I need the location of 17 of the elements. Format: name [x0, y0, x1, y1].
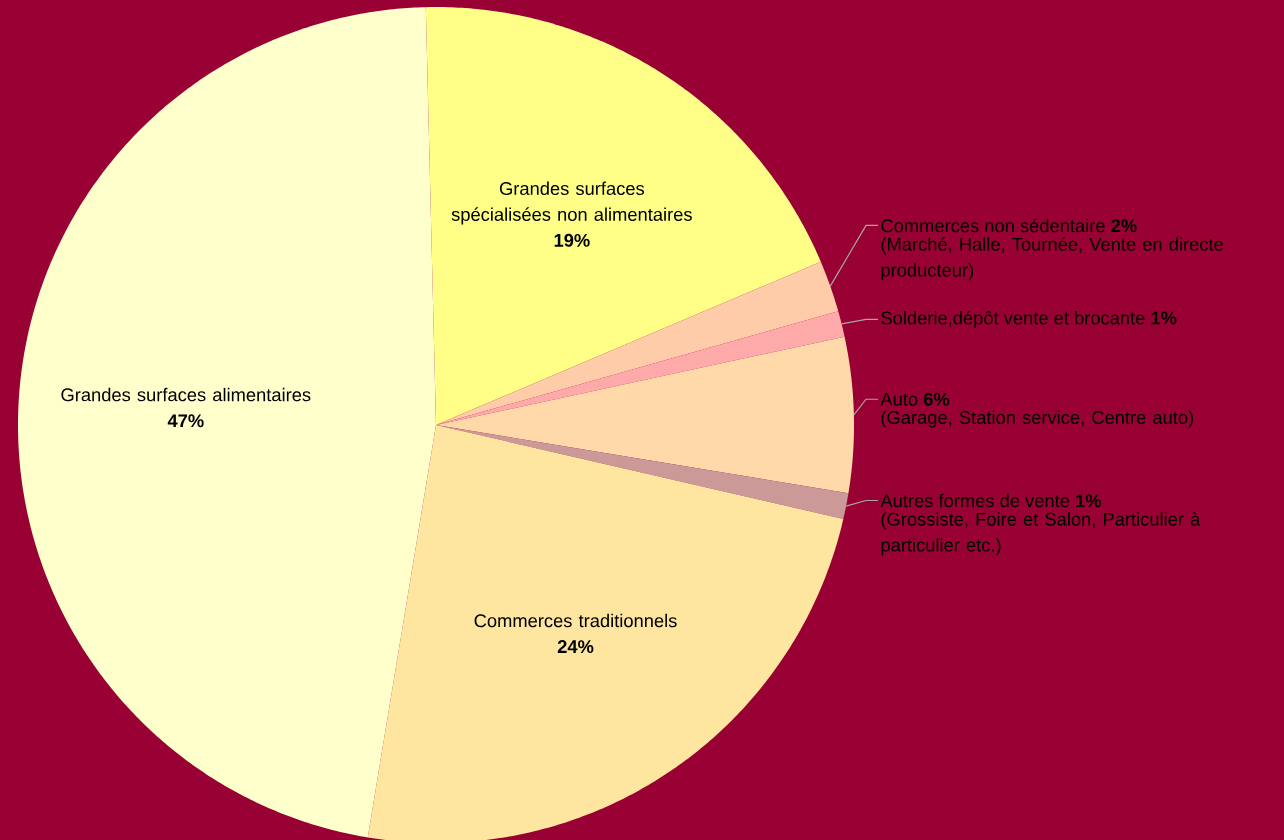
data-label: 24% [557, 640, 594, 654]
data-label: 19% [554, 233, 590, 247]
slice-label: Commerces non sédentaire [881, 218, 1105, 233]
slice-label: Commerces traditionnels [474, 613, 677, 628]
data-label: 1% [1076, 494, 1102, 508]
slice-label: Auto [880, 392, 918, 406]
text: (Garage, Station service, Centre auto) [881, 410, 1194, 428]
data-label: 1% [1151, 311, 1177, 325]
slice-label: Grandes surfaces alimentaires [61, 387, 311, 402]
data-label: 47% [167, 414, 204, 428]
slice-label: Autres formes de vente [880, 493, 1070, 508]
text: (Grossiste, Foire et Salon, Particulier à particulier etc.) [881, 512, 1201, 556]
data-label: 2% [1111, 219, 1137, 233]
slice-label: Grandes surfaces spécialisées non alimentaires [451, 181, 692, 225]
text: (Marché, Halle, Tournée, Vente en directe producteur) [881, 237, 1223, 281]
data-label: 6% [923, 392, 950, 406]
slice-label: Solderie,dépôt vente et brocante [881, 310, 1145, 329]
